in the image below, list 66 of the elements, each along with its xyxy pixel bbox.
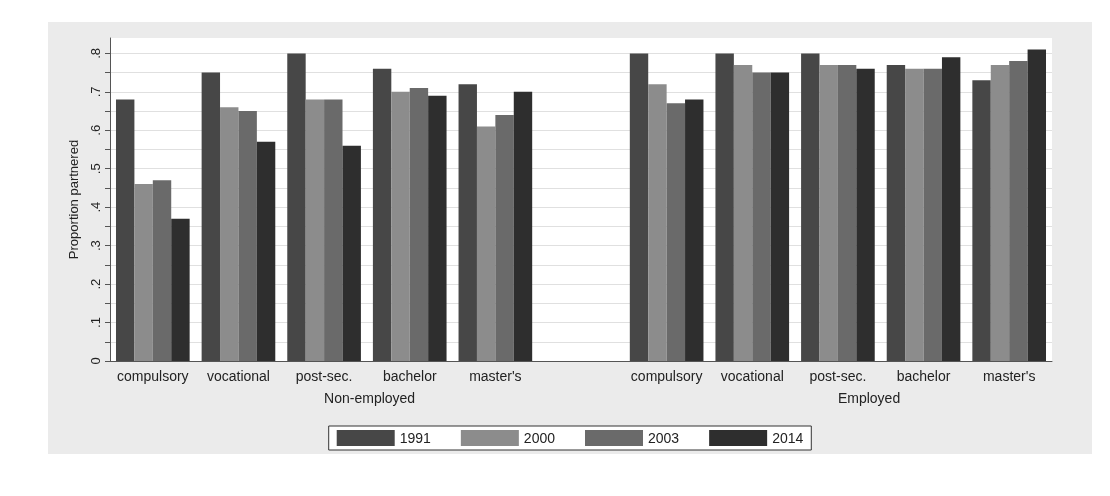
bar — [476, 126, 496, 361]
legend-label: 2000 — [523, 430, 556, 446]
y-tick-label: .8 — [88, 47, 103, 59]
bar — [990, 64, 1010, 361]
bar — [819, 64, 838, 361]
bar — [770, 72, 790, 361]
x-tick-label: bachelor — [896, 368, 951, 384]
y-tick-label: .3 — [88, 240, 103, 252]
bar — [256, 141, 276, 361]
bar — [1009, 61, 1028, 361]
bar — [458, 84, 477, 361]
bar — [972, 80, 991, 361]
bar — [801, 53, 820, 361]
bar — [941, 57, 961, 361]
bar — [1027, 49, 1047, 361]
text: Non-employed — [324, 390, 416, 406]
bar — [342, 145, 361, 361]
bar — [629, 53, 649, 361]
bar — [324, 99, 343, 361]
bar — [305, 99, 325, 361]
bar — [886, 64, 906, 361]
bar — [648, 84, 667, 361]
bar — [495, 114, 514, 361]
bar — [115, 99, 135, 361]
bar — [905, 68, 924, 361]
bar — [238, 111, 257, 361]
y-tick-label: .2 — [88, 278, 103, 290]
x-tick-label: vocational — [206, 368, 270, 384]
bar — [856, 68, 875, 361]
bar — [752, 72, 771, 361]
bar — [134, 184, 153, 361]
bar — [287, 53, 306, 361]
bar — [391, 91, 410, 361]
bar — [409, 87, 429, 361]
x-tick-label: bachelor — [382, 368, 437, 384]
bar — [666, 103, 686, 361]
y-axis-title: Proportion partnered — [66, 139, 81, 260]
bar — [372, 68, 392, 361]
x-tick-label: post-sec. — [295, 368, 353, 384]
bar — [837, 64, 857, 361]
x-tick-label: master's — [469, 368, 522, 384]
y-tick-label: .5 — [88, 163, 103, 175]
y-tick-label: 0 — [88, 357, 103, 365]
y-tick-label: .6 — [88, 124, 103, 136]
bar — [201, 72, 221, 361]
bar — [220, 107, 239, 361]
legend-label: 2014 — [772, 430, 804, 446]
bar — [685, 99, 704, 361]
x-tick-label: master's — [982, 368, 1036, 384]
x-tick-label: compulsory — [117, 368, 189, 384]
bar — [152, 180, 172, 361]
text: Employed — [837, 390, 901, 406]
legend-label: 2003 — [648, 430, 680, 446]
bar — [715, 53, 734, 361]
bar — [428, 95, 447, 361]
bar — [733, 64, 753, 361]
bar — [923, 68, 942, 361]
y-tick-label: .1 — [88, 317, 103, 328]
legend-label: 1991 — [399, 430, 432, 446]
y-tick-label: .7 — [88, 86, 103, 98]
bar — [171, 218, 190, 361]
bar — [513, 91, 533, 361]
y-tick-label: .4 — [88, 201, 103, 213]
x-tick-label: vocational — [720, 368, 784, 384]
x-tick-label: post-sec. — [809, 368, 867, 384]
x-tick-label: compulsory — [630, 368, 703, 384]
